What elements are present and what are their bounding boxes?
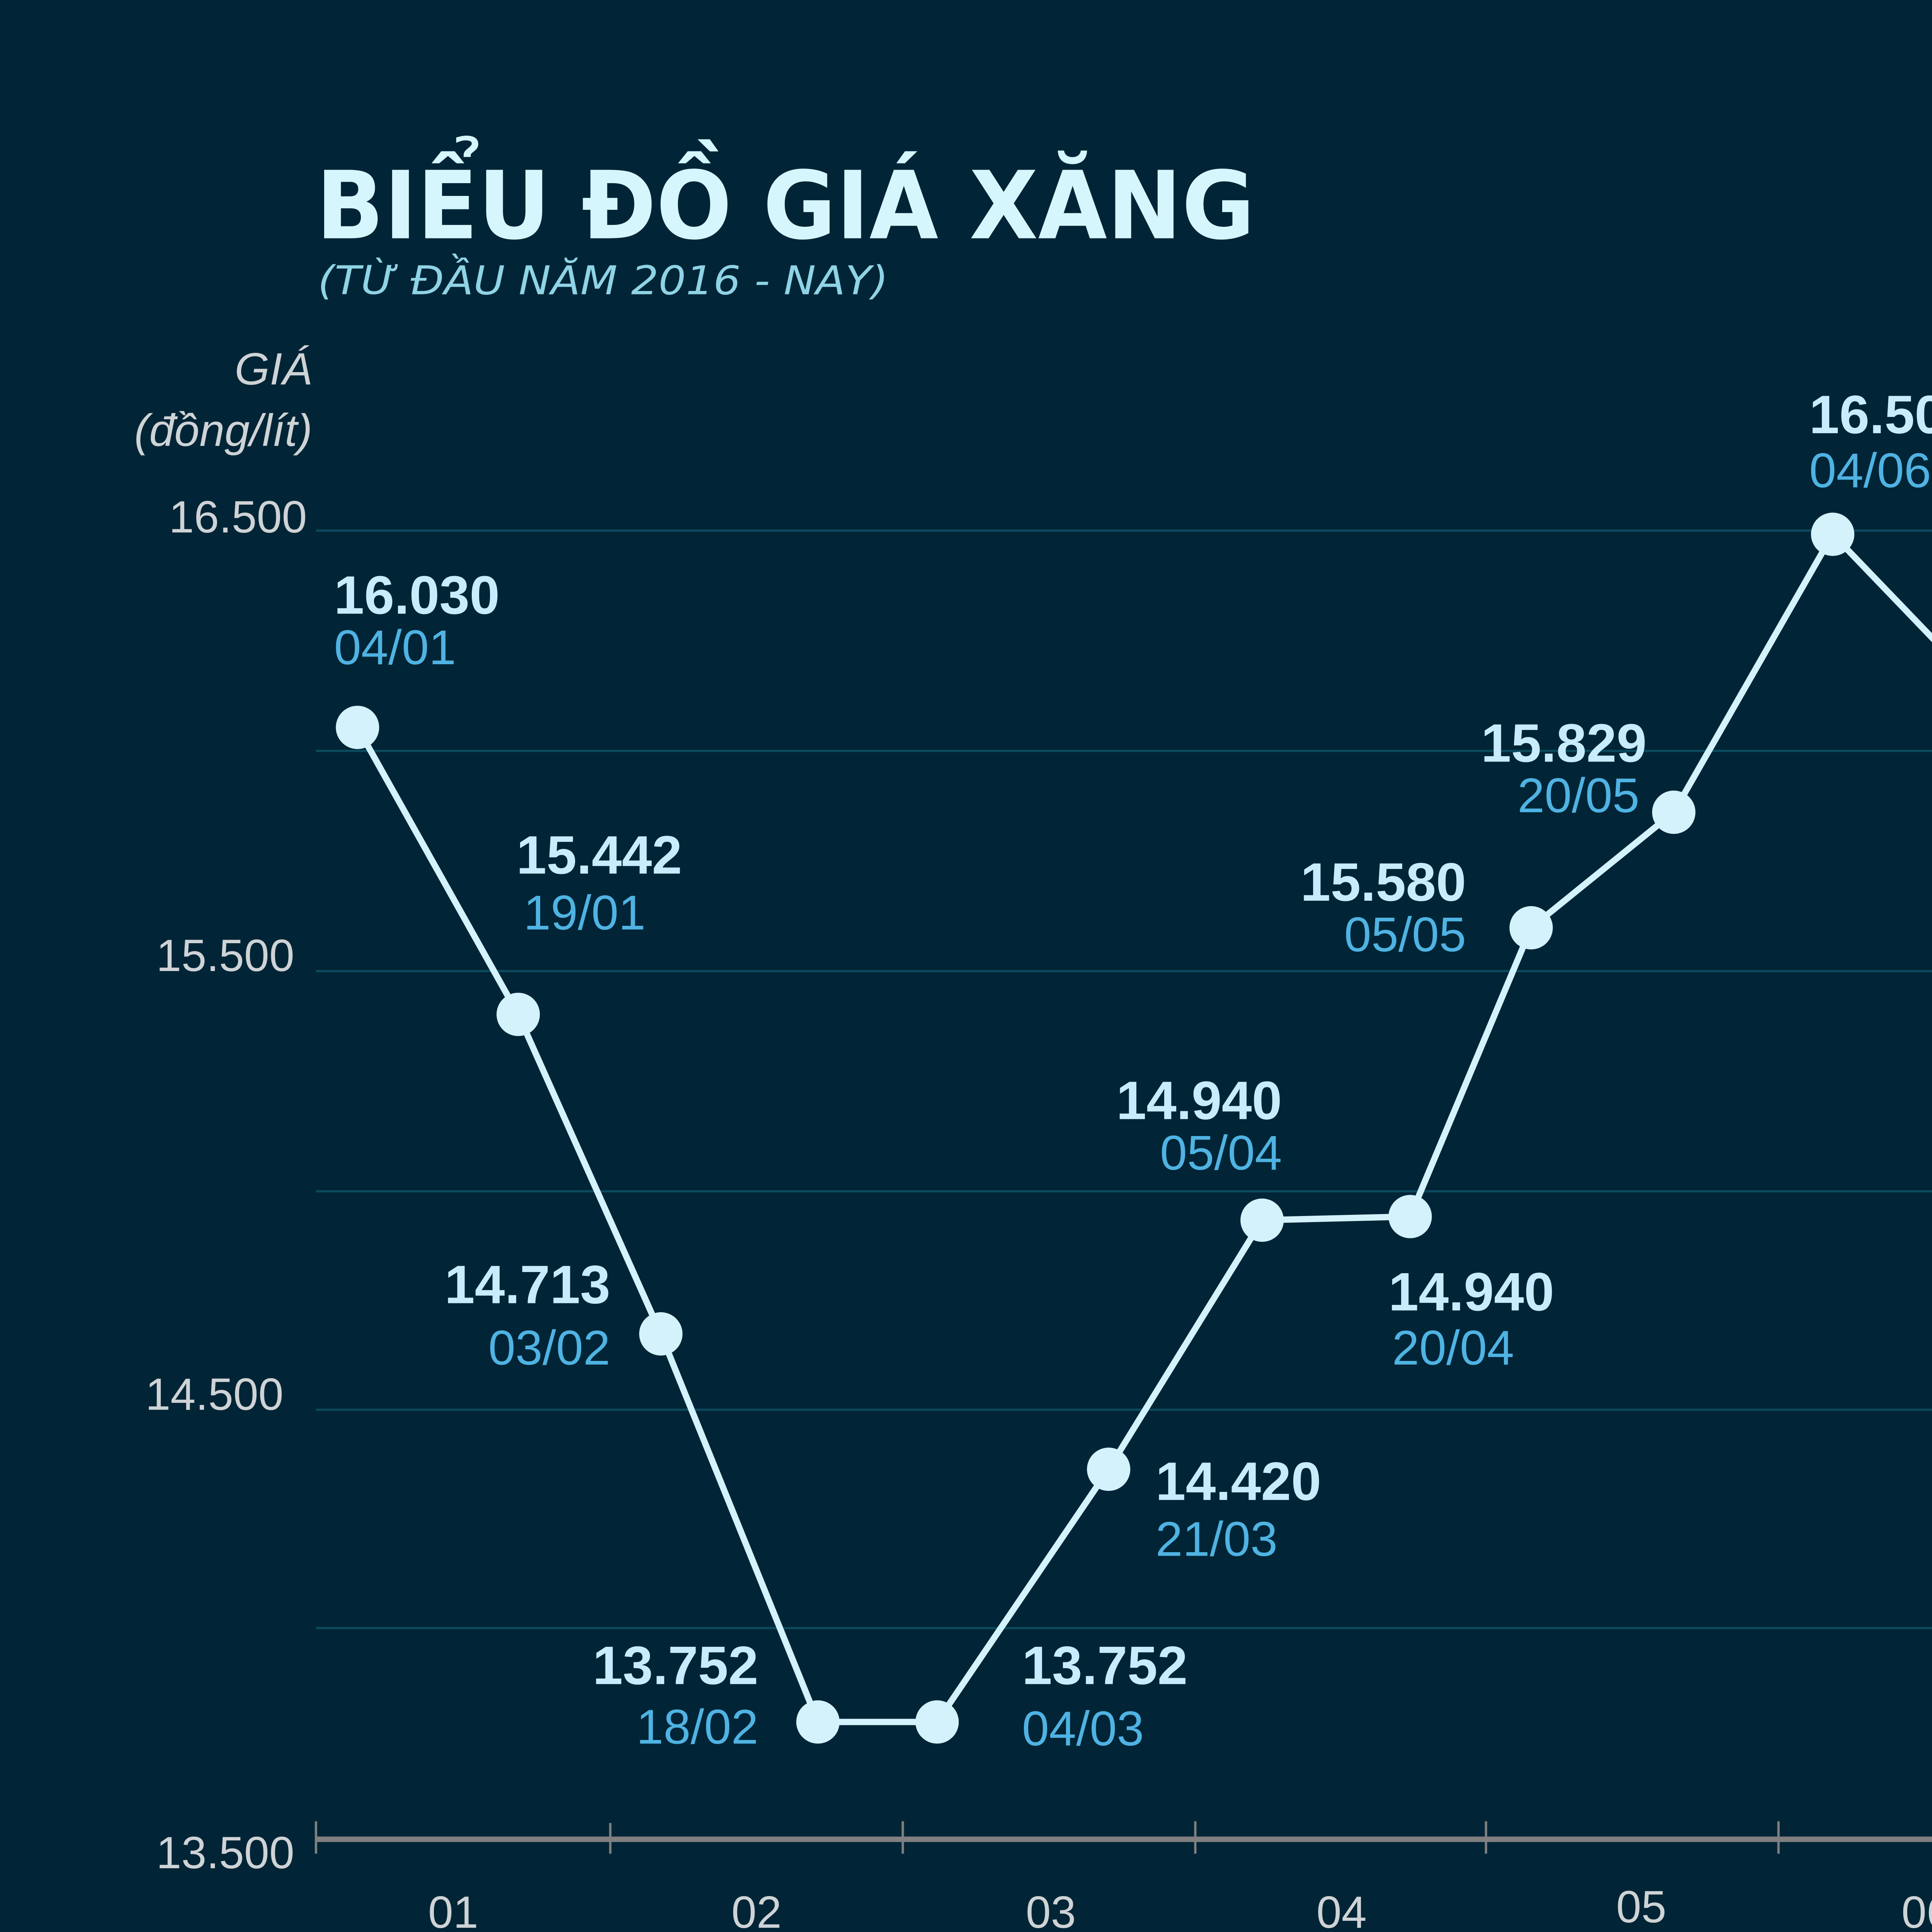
value-label: 15.580 (1301, 852, 1466, 912)
data-point[interactable] (639, 1312, 683, 1356)
date-label: 21/03 (1156, 1512, 1278, 1566)
date-label: 03/02 (488, 1321, 611, 1375)
date-label: 19/01 (524, 886, 646, 940)
date-label: 04/01 (334, 620, 456, 675)
data-point[interactable] (1811, 512, 1854, 556)
x-tick-label: 01 (428, 1887, 478, 1932)
data-point[interactable] (796, 1700, 840, 1744)
y-tick-label: 15.500 (156, 930, 294, 981)
date-label: 05/05 (1344, 907, 1466, 962)
data-point[interactable] (1509, 906, 1553, 950)
value-label: 16.030 (334, 565, 500, 625)
y-tick-label: 16.500 (169, 492, 307, 542)
x-tick-label: 06 (1901, 1887, 1932, 1932)
data-point[interactable] (497, 993, 540, 1036)
y-tick-label: 13.500 (156, 1827, 294, 1878)
gridlines (316, 529, 1932, 1629)
value-label: 14.940 (1388, 1261, 1554, 1322)
date-label: 20/05 (1517, 768, 1639, 823)
value-label: 15.442 (516, 825, 682, 885)
date-label: 05/04 (1160, 1126, 1282, 1180)
data-point[interactable] (915, 1700, 959, 1744)
data-point[interactable] (336, 706, 379, 749)
value-label: 16.500 (1809, 384, 1932, 445)
date-label: 04/06 (1809, 443, 1931, 498)
chart-title: BIỂU ĐỒ GIÁ XĂNG (316, 136, 1255, 261)
value-label: 13.752 (1022, 1635, 1188, 1696)
x-tick-label: 04 (1316, 1887, 1367, 1932)
data-point[interactable] (1652, 791, 1696, 834)
date-label: 04/03 (1022, 1701, 1144, 1756)
x-tick-label: 05 (1616, 1881, 1667, 1932)
data-points (336, 512, 1854, 1744)
y-axis-unit: (đồng/lít) (134, 405, 312, 456)
value-label: 14.713 (445, 1254, 611, 1315)
date-label: 20/04 (1392, 1321, 1514, 1375)
value-label: 15.829 (1481, 713, 1647, 773)
data-labels: 16.030 04/01 15.442 19/01 14.713 03/02 1… (334, 384, 1932, 1756)
y-axis-title: GIÁ (235, 344, 312, 394)
data-point[interactable] (1087, 1447, 1131, 1491)
x-tick-label: 02 (731, 1887, 782, 1932)
data-point[interactable] (1240, 1198, 1284, 1242)
value-label: 14.940 (1116, 1070, 1282, 1131)
chart-subtitle: (TỪ ĐẦU NĂM 2016 - NAY) (318, 253, 888, 304)
data-point[interactable] (1388, 1195, 1432, 1238)
x-axis-labels: 01 02 03 04 05 06 07 08 THÁNG (428, 1881, 1932, 1932)
x-tick-label: 03 (1026, 1887, 1076, 1932)
date-label: 18/02 (636, 1699, 759, 1754)
x-axis (315, 1821, 1932, 1854)
y-axis-ticks: 16.500 15.500 14.500 13.500 (145, 492, 307, 1878)
value-label: 13.752 (593, 1635, 759, 1696)
value-label: 14.420 (1156, 1451, 1321, 1512)
y-tick-label: 14.500 (145, 1369, 283, 1419)
